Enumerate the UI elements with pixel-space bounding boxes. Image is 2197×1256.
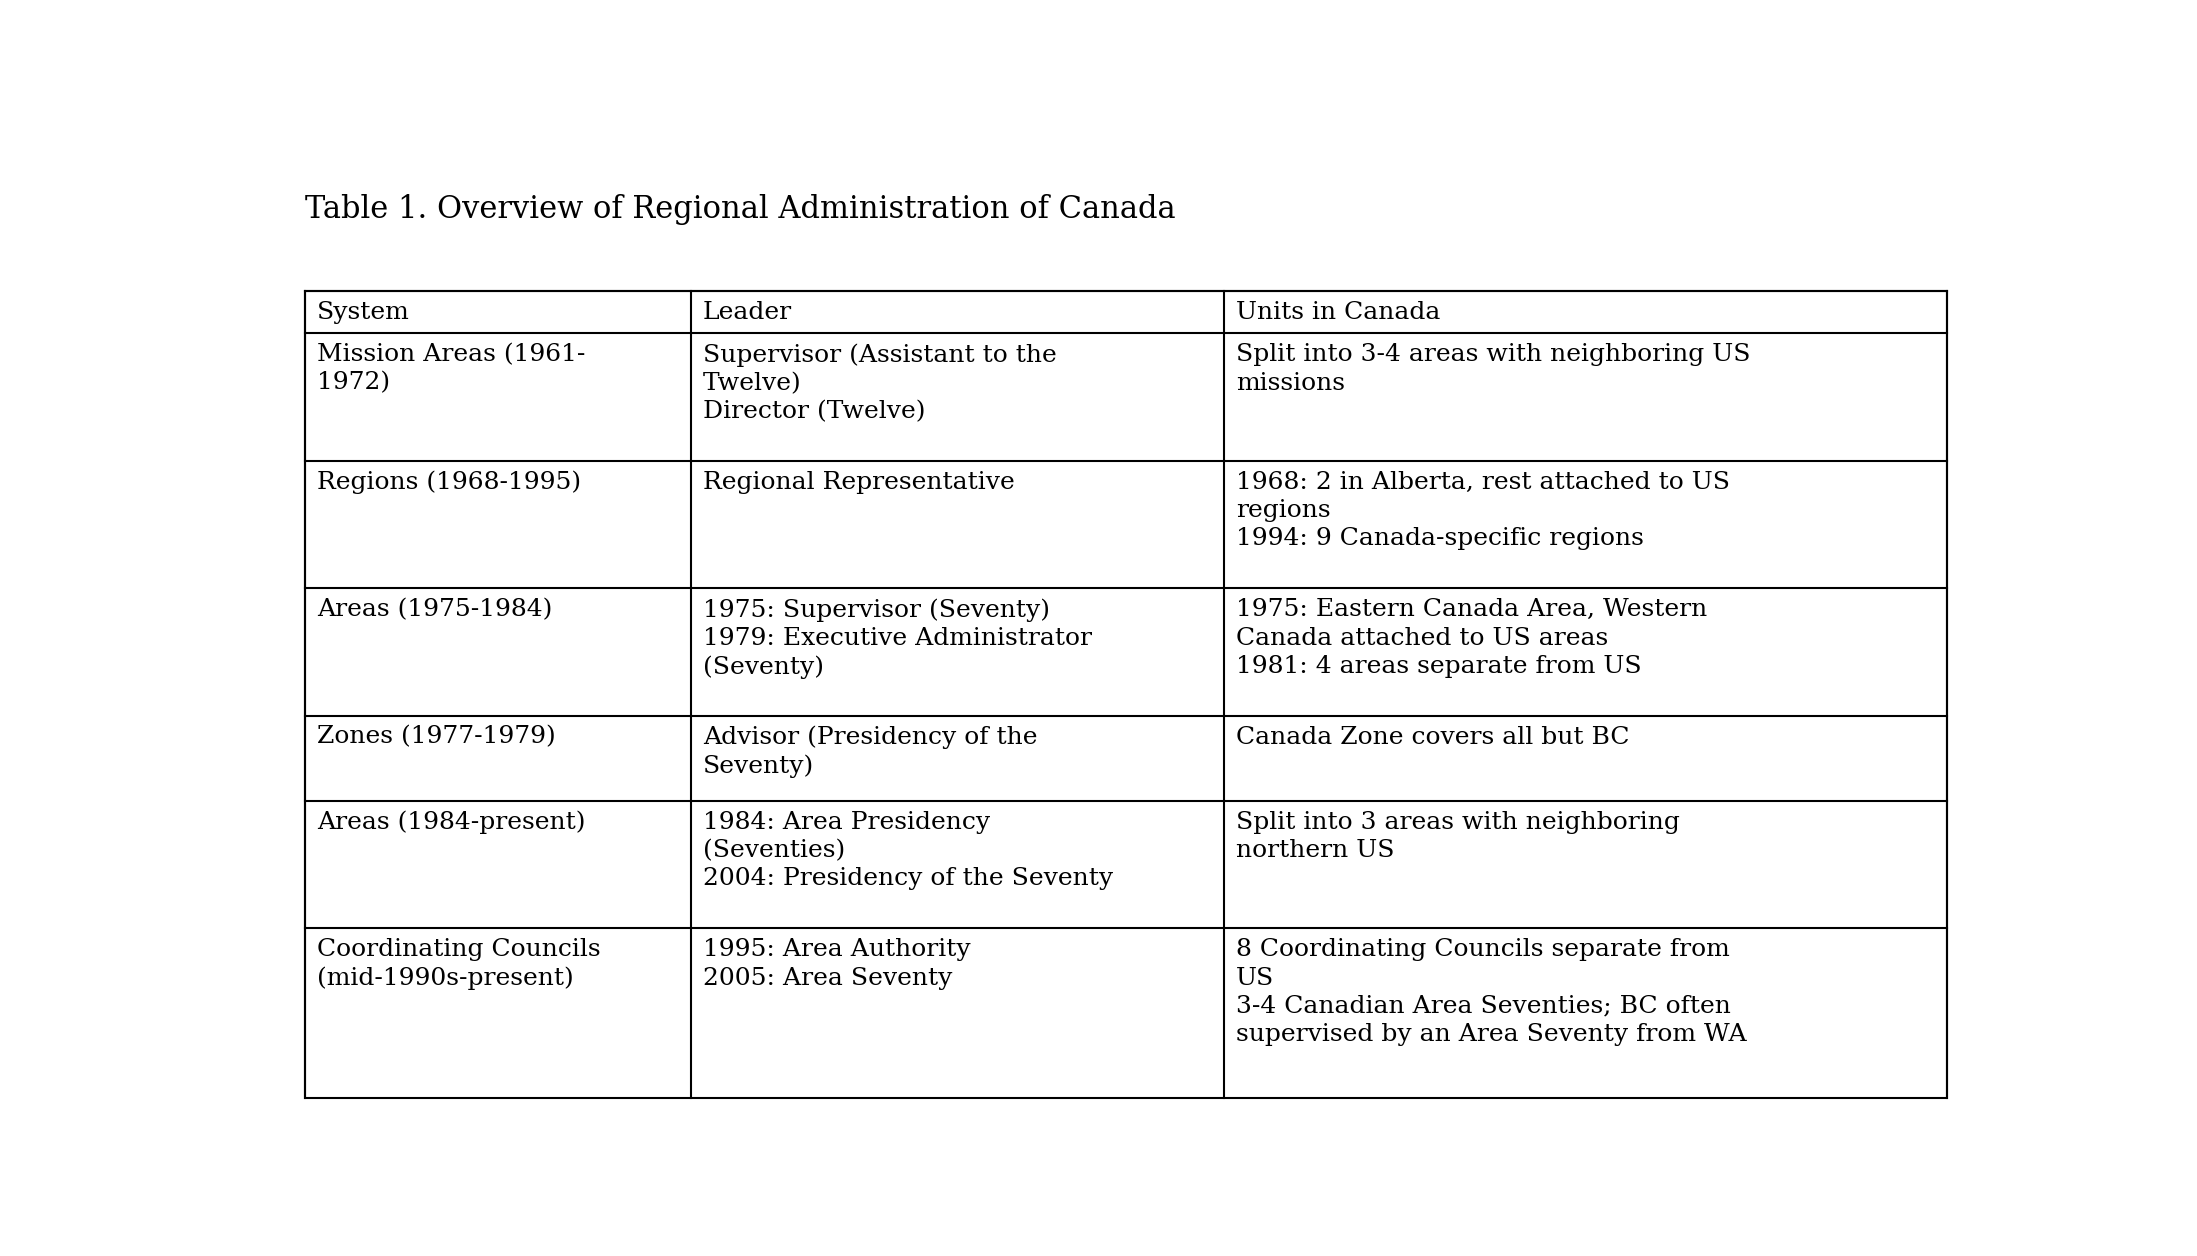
Text: Canada Zone covers all but BC: Canada Zone covers all but BC	[1237, 726, 1630, 749]
Text: 1968: 2 in Alberta, rest attached to US
regions
1994: 9 Canada-specific regions: 1968: 2 in Alberta, rest attached to US …	[1237, 471, 1731, 550]
Text: Coordinating Councils
(mid-1990s-present): Coordinating Councils (mid-1990s-present…	[316, 938, 600, 990]
Text: 1995: Area Authority
2005: Area Seventy: 1995: Area Authority 2005: Area Seventy	[703, 938, 971, 990]
Text: 8 Coordinating Councils separate from
US
3-4 Canadian Area Seventies; BC often
s: 8 Coordinating Councils separate from US…	[1237, 938, 1747, 1046]
Text: Areas (1984-present): Areas (1984-present)	[316, 810, 587, 834]
Text: Areas (1975-1984): Areas (1975-1984)	[316, 598, 554, 622]
Text: Supervisor (Assistant to the
Twelve)
Director (Twelve): Supervisor (Assistant to the Twelve) Dir…	[703, 343, 1057, 423]
Text: Split into 3 areas with neighboring
northern US: Split into 3 areas with neighboring nort…	[1237, 810, 1681, 862]
Text: Split into 3-4 areas with neighboring US
missions: Split into 3-4 areas with neighboring US…	[1237, 343, 1751, 394]
Text: 1975: Eastern Canada Area, Western
Canada attached to US areas
1981: 4 areas sep: 1975: Eastern Canada Area, Western Canad…	[1237, 598, 1707, 678]
Text: Advisor (Presidency of the
Seventy): Advisor (Presidency of the Seventy)	[703, 726, 1037, 779]
Text: 1984: Area Presidency
(Seventies)
2004: Presidency of the Seventy: 1984: Area Presidency (Seventies) 2004: …	[703, 810, 1114, 891]
Text: Table 1. Overview of Regional Administration of Canada: Table 1. Overview of Regional Administra…	[305, 195, 1175, 225]
Bar	[305, 291, 1947, 1099]
Text: Mission Areas (1961-
1972): Mission Areas (1961- 1972)	[316, 343, 587, 394]
Text: Units in Canada: Units in Canada	[1237, 300, 1441, 324]
Text: System: System	[316, 300, 411, 324]
Text: Zones (1977-1979): Zones (1977-1979)	[316, 726, 556, 749]
Text: 1975: Supervisor (Seventy)
1979: Executive Administrator
(Seventy): 1975: Supervisor (Seventy) 1979: Executi…	[703, 598, 1092, 679]
Text: Leader: Leader	[703, 300, 793, 324]
Text: Regional Representative: Regional Representative	[703, 471, 1015, 494]
Text: Regions (1968-1995): Regions (1968-1995)	[316, 471, 582, 494]
